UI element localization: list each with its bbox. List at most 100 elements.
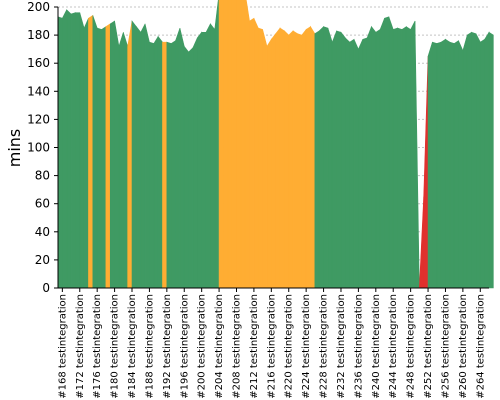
area-segment-success [449,41,455,289]
y-tick-label: 60 [35,197,50,211]
area-segment-success [349,38,355,289]
area-segment-success [75,12,81,289]
x-tick-label: #260 testintegration [458,294,469,399]
area-segment-success [201,31,207,289]
area-segment-unstable [266,38,272,289]
area-segment-unstable [284,30,290,289]
area-segment-unstable [227,0,233,289]
area-segment-success [214,0,220,289]
area-segment-success [318,25,324,289]
area-segment-unstable [275,27,281,289]
x-tick-label: #172 testintegration [75,294,86,399]
area-segment-success [336,30,342,289]
area-segment-success [144,23,150,289]
area-segment-success [175,27,181,289]
area-segment-unstable [105,23,111,289]
area-segment-unstable [127,20,133,289]
area-segment-unstable [162,41,168,289]
area-segment-success [375,28,381,289]
area-segment-success [436,41,442,289]
area-segment-success [388,16,394,289]
area-segment-unstable [218,0,224,289]
x-tick-label: #212 testintegration [249,294,260,399]
area-segment-success [123,32,128,289]
area-segment-success [453,40,459,289]
area-segment-success [384,16,390,289]
y-tick-label: 180 [27,28,50,42]
area-segment-success [210,22,216,289]
area-segment-success [179,28,185,289]
area-segment-success [401,26,407,289]
area-segment-success [366,26,372,289]
area-segment-unstable [305,26,311,289]
x-tick-label: #216 testintegration [266,294,277,399]
x-tick-label: #224 testintegration [301,294,312,399]
area-segment-failure [419,196,424,289]
area-segment-success [340,31,346,289]
area-segment-success [405,26,411,289]
area-segment-success [432,41,438,289]
area-segment-success [66,9,72,289]
area-segment-success [488,31,494,289]
area-segment-success [166,41,172,289]
area-segment-success [157,35,163,289]
x-tick-label: #220 testintegration [284,294,295,399]
x-tick-label: #264 testintegration [475,294,486,399]
area-segment-success [183,45,189,289]
area-segment-success [314,30,320,289]
x-tick-label: #232 testintegration [336,294,347,399]
area-segment-success [205,23,211,289]
area-segment-unstable [249,17,255,289]
area-segment-success [188,47,194,289]
area-segment-unstable [244,0,250,289]
area-segment-unstable [257,27,263,289]
area-segment-success [149,41,155,289]
y-tick-label: 20 [35,253,50,267]
area-segment-success [353,39,359,289]
area-segment-success [57,16,63,289]
area-segment-success [458,40,464,289]
area-segment-success [62,9,68,289]
area-segment-success [331,30,337,289]
x-tick-label: #256 testintegration [440,294,451,399]
area-segment-unstable [297,33,303,289]
area-segment-unstable [231,0,237,289]
area-segment-success [414,21,420,289]
area-segment-success [379,18,385,289]
area-segment-unstable [88,14,94,289]
x-tick-label: #176 testintegration [92,294,103,399]
area-segment-unstable [262,29,268,289]
x-tick-label: #192 testintegration [162,294,173,399]
area-segment-success [462,35,468,289]
x-tick-label: #168 testintegration [57,294,68,399]
area-segment-success [118,32,124,289]
area-segment-success [327,27,333,289]
area-segment-success [70,12,76,289]
y-tick-label: 140 [27,84,50,98]
area-segment-success [197,31,202,289]
area-segment-success [96,27,102,289]
area-segment-unstable [253,18,259,289]
area-segment-unstable [223,0,229,289]
area-segment-success [358,39,364,289]
area-segment-success [140,23,146,289]
area-segment-unstable [301,28,307,289]
area-segment-unstable [288,30,294,289]
x-tick-label: #180 testintegration [110,294,121,399]
area-segment-success [479,38,485,289]
x-tick-label: #236 testintegration [353,294,364,399]
area-segment-success [114,20,120,289]
area-segment-success [79,12,85,289]
area-segment-success [170,40,176,289]
area-segment-success [345,37,350,289]
y-tick-label: 0 [42,281,50,295]
area-segment-success [410,20,416,289]
area-segment-success [440,38,446,289]
y-tick-label: 160 [27,56,50,70]
area-segment-success [466,31,472,289]
x-tick-label: #188 testintegration [144,294,155,399]
area-segment-success [131,20,137,289]
area-segment-unstable [279,27,285,289]
